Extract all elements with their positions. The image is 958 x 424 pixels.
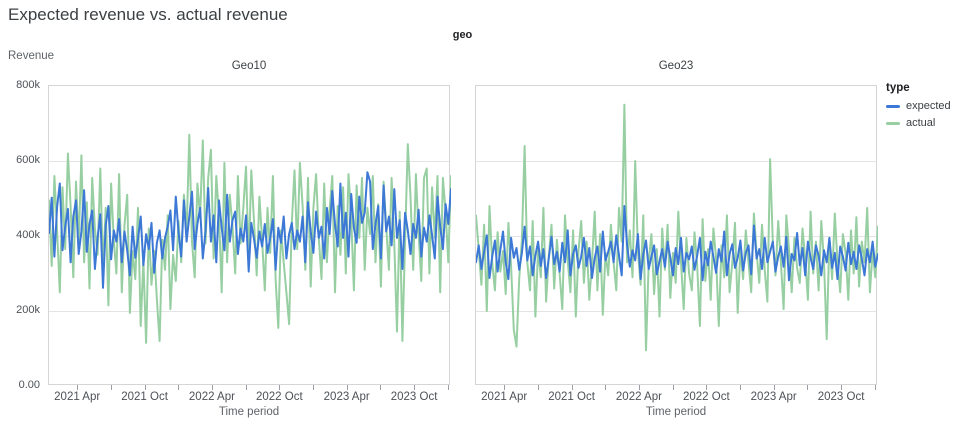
line-chart bbox=[476, 103, 878, 352]
plot-panel-geo23[interactable] bbox=[475, 85, 878, 385]
x-tick-mark bbox=[841, 385, 843, 390]
x-tick-label: 2021 Oct bbox=[121, 391, 168, 403]
x-tick-label: 2023 Oct bbox=[390, 391, 438, 403]
x-tick-mark bbox=[178, 385, 180, 390]
y-tick-label: 200k bbox=[16, 304, 40, 316]
x-tick-mark bbox=[447, 385, 449, 390]
x-axis-title: Time period bbox=[645, 406, 707, 418]
y-tick-label: 600k bbox=[16, 154, 40, 166]
x-tick-mark bbox=[313, 385, 314, 390]
plot-panel-geo10[interactable] bbox=[48, 85, 451, 385]
line-chart bbox=[49, 133, 451, 344]
x-tick-label: 2023 Apr bbox=[323, 391, 370, 403]
x-tick-mark bbox=[279, 385, 281, 390]
legend-item-expected[interactable]: expected bbox=[886, 100, 951, 112]
actual-line-swatch bbox=[886, 121, 900, 125]
y-tick-label: 400k bbox=[16, 229, 40, 241]
panel-title-geo23: Geo23 bbox=[658, 60, 694, 72]
series-line-expected bbox=[49, 171, 451, 289]
expected-line-swatch bbox=[886, 104, 900, 108]
x-tick-label: 2023 Apr bbox=[750, 391, 797, 403]
series-line-expected bbox=[476, 205, 878, 282]
x-tick-mark bbox=[537, 385, 539, 390]
x-tick-mark bbox=[380, 385, 382, 390]
x-tick-label: 2022 Apr bbox=[188, 391, 235, 403]
x-tick-mark bbox=[211, 385, 213, 390]
x-tick-mark bbox=[245, 385, 247, 390]
x-tick-label: 2023 Oct bbox=[817, 391, 865, 403]
panel-title-geo10: Geo10 bbox=[231, 60, 267, 72]
x-tick-mark bbox=[346, 385, 348, 390]
x-tick-mark bbox=[706, 385, 708, 390]
x-tick-mark bbox=[605, 385, 607, 390]
page-title: Expected revenue vs. actual revenue bbox=[8, 5, 288, 24]
y-tick-label: 800k bbox=[16, 79, 40, 91]
series-line-actual bbox=[476, 103, 878, 352]
x-tick-mark bbox=[504, 385, 506, 390]
x-tick-mark bbox=[740, 385, 741, 390]
legend-title: type bbox=[886, 82, 910, 94]
x-tick-label: 2021 Oct bbox=[548, 391, 595, 403]
x-tick-mark bbox=[77, 385, 79, 390]
legend-item-actual[interactable]: actual bbox=[886, 117, 951, 129]
legend-item-label: expected bbox=[906, 100, 951, 112]
x-tick-mark bbox=[807, 385, 809, 390]
gridline bbox=[476, 161, 876, 162]
x-tick-mark bbox=[144, 385, 146, 390]
x-tick-mark bbox=[638, 385, 640, 390]
x-tick-mark bbox=[110, 385, 112, 390]
x-tick-mark bbox=[672, 385, 674, 390]
x-axis-title: Time period bbox=[218, 406, 280, 418]
x-tick-label: 2021 Apr bbox=[54, 391, 101, 403]
gridline bbox=[476, 311, 876, 312]
x-tick-label: 2022 Oct bbox=[682, 391, 730, 403]
gridline bbox=[49, 161, 449, 162]
legend: type expected actual bbox=[886, 82, 951, 134]
x-tick-mark bbox=[571, 385, 573, 390]
x-tick-label: 2022 Apr bbox=[615, 391, 662, 403]
x-tick-mark bbox=[874, 385, 876, 390]
y-axis-title: Revenue bbox=[8, 50, 55, 62]
y-tick-label: 0.00 bbox=[18, 379, 40, 391]
x-tick-mark bbox=[414, 385, 416, 390]
x-tick-mark bbox=[773, 385, 775, 390]
x-tick-label: 2022 Oct bbox=[255, 391, 303, 403]
gridline bbox=[49, 311, 449, 312]
gridline bbox=[476, 236, 876, 237]
x-tick-label: 2021 Apr bbox=[481, 391, 528, 403]
legend-item-label: actual bbox=[906, 117, 936, 129]
facet-label: geo bbox=[452, 29, 473, 41]
